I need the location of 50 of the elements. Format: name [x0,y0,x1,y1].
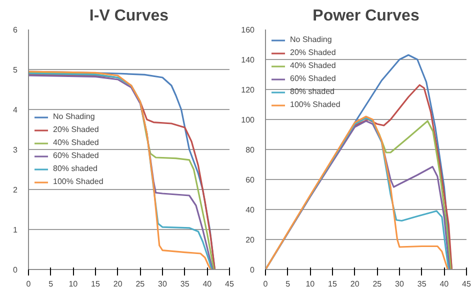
x-tick-label: 15 [328,280,338,288]
x-tick-label: 15 [91,280,100,288]
x-tick-label: 45 [462,280,472,288]
x-tick-label: 20 [350,280,360,288]
chart-title: Power Curves [312,8,420,24]
y-tick-label: 3 [13,146,18,154]
legend-label: No Shading [53,112,95,121]
y-tick-label: 6 [13,26,18,34]
legend-label: 80% shaded [290,87,334,96]
y-tick-label: 80 [246,146,256,154]
y-tick-label: 0 [13,266,18,274]
x-tick-label: 40 [440,280,450,288]
x-tick-label: 25 [136,280,146,288]
legend-label: 100% Shaded [290,100,340,109]
x-tick-label: 35 [180,280,190,288]
x-tick-label: 30 [158,280,168,288]
y-tick-label: 140 [241,56,256,64]
y-tick-label: 4 [13,106,18,114]
y-tick-label: 5 [13,66,18,74]
legend-label: No Shading [290,35,332,44]
x-tick-label: 35 [417,280,427,288]
x-tick-label: 0 [26,280,32,288]
y-tick-label: 160 [241,26,256,34]
legend-label: 80% shaded [53,164,98,173]
legend-label: 60% Shaded [53,151,99,160]
x-tick-label: 20 [113,280,123,288]
y-tick-label: 1 [13,226,18,234]
x-tick-label: 5 [48,280,54,288]
legend-label: 20% Shaded [290,48,336,57]
y-tick-label: 40 [246,206,256,214]
y-tick-label: 100 [241,116,256,124]
y-tick-label: 2 [13,186,18,194]
legend-label: 40% Shaded [53,138,99,147]
x-tick-label: 10 [306,280,316,288]
chart-title: I-V Curves [89,8,169,24]
legend-label: 20% Shaded [53,125,99,134]
x-tick-label: 30 [395,280,404,288]
x-tick-label: 25 [372,280,382,288]
legend-label: 60% Shaded [290,74,336,83]
y-tick-label: 0 [250,266,256,274]
legend-label: 100% Shaded [53,177,104,186]
x-tick-label: 40 [202,280,212,288]
y-tick-label: 60 [246,176,256,184]
y-tick-label: 120 [241,86,256,94]
y-tick-label: 20 [246,236,256,244]
legend-label: 40% Shaded [290,61,336,70]
x-tick-label: 5 [286,280,291,288]
x-tick-label: 10 [68,280,78,288]
x-tick-label: 0 [263,280,268,288]
x-tick-label: 45 [225,280,234,288]
